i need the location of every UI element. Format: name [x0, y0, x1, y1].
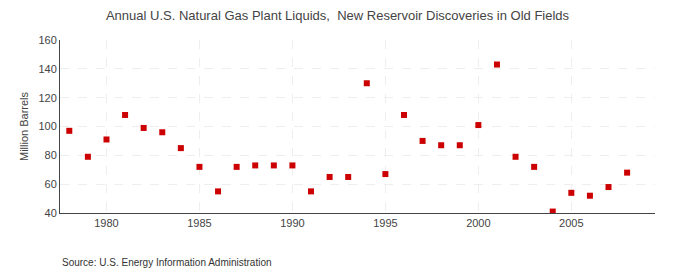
svg-text:1980: 1980 — [94, 217, 118, 229]
svg-text:100: 100 — [38, 120, 56, 132]
svg-text:60: 60 — [45, 178, 57, 190]
svg-text:80: 80 — [45, 149, 57, 161]
svg-text:2000: 2000 — [466, 217, 490, 229]
svg-text:1985: 1985 — [187, 217, 211, 229]
svg-text:Million Barrels: Million Barrels — [18, 91, 30, 161]
svg-text:Annual U.S. Natural Gas Plant: Annual U.S. Natural Gas Plant Liquids, N… — [106, 8, 570, 23]
svg-text:Source: U.S. Energy Informatio: Source: U.S. Energy Information Administ… — [62, 257, 272, 268]
svg-text:1990: 1990 — [280, 217, 304, 229]
svg-text:160: 160 — [38, 34, 56, 46]
svg-text:2005: 2005 — [559, 217, 583, 229]
svg-text:120: 120 — [38, 92, 56, 104]
svg-text:140: 140 — [38, 63, 56, 75]
svg-text:1995: 1995 — [373, 217, 397, 229]
svg-text:40: 40 — [45, 207, 57, 219]
